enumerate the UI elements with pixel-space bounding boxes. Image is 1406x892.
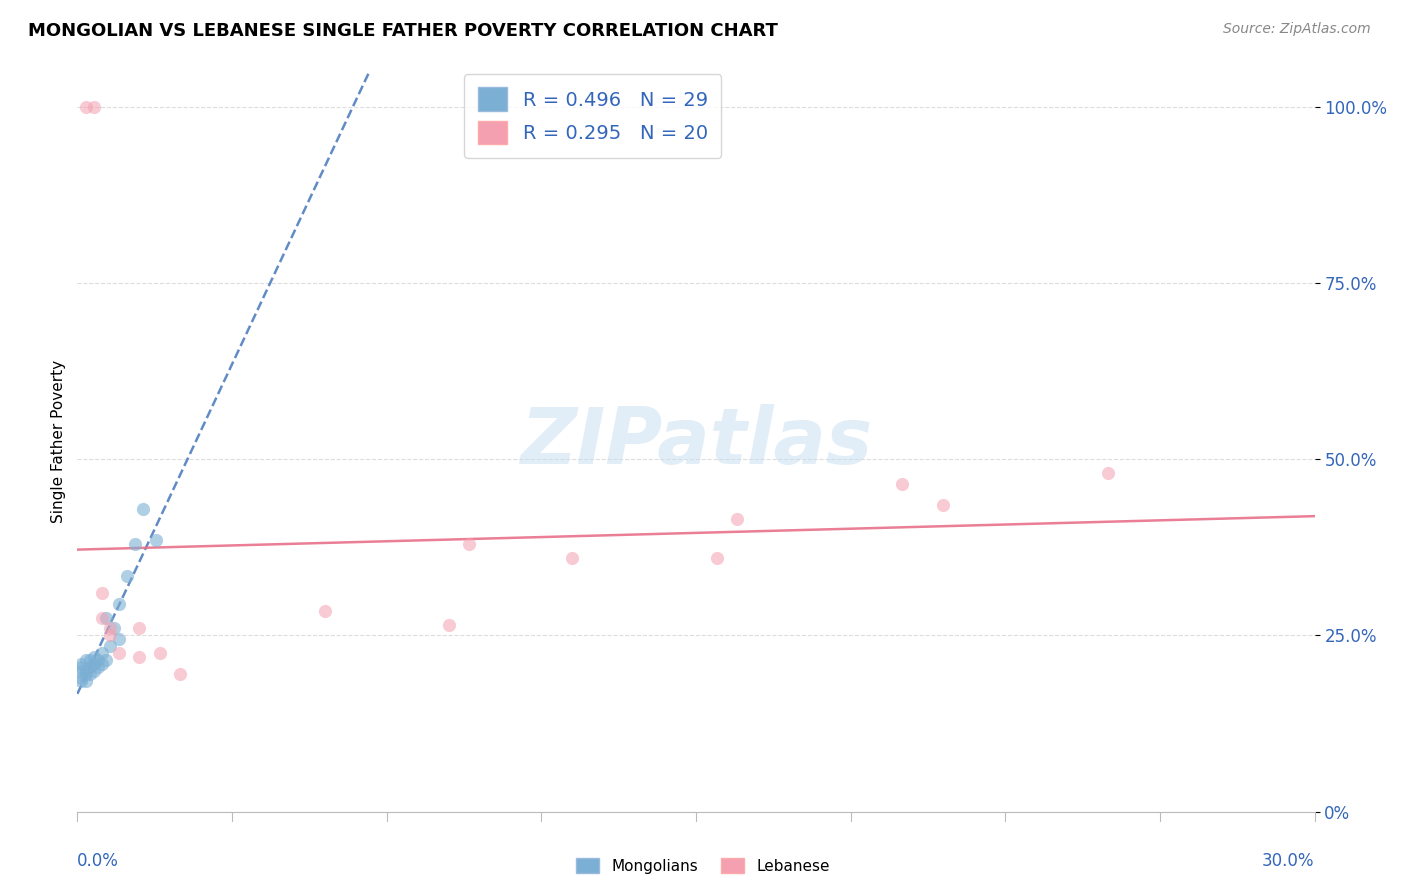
Point	[149, 646, 172, 660]
Point	[98, 628, 121, 642]
Point	[91, 611, 114, 625]
Y-axis label: Single Father Poverty: Single Father Poverty	[51, 360, 66, 523]
Point	[561, 550, 583, 565]
Point	[437, 618, 460, 632]
Point	[91, 646, 114, 660]
Point	[83, 100, 105, 114]
Point	[314, 604, 336, 618]
Text: Source: ZipAtlas.com: Source: ZipAtlas.com	[1223, 22, 1371, 37]
Point	[132, 501, 155, 516]
Point	[83, 649, 105, 664]
Point	[1097, 467, 1119, 481]
Point	[75, 664, 97, 678]
Point	[70, 674, 93, 689]
Point	[79, 667, 101, 681]
Point	[169, 667, 191, 681]
Point	[79, 653, 101, 667]
Point	[79, 660, 101, 674]
Point	[70, 660, 93, 674]
Point	[107, 597, 129, 611]
Point	[128, 649, 150, 664]
Point	[75, 667, 97, 681]
Text: MONGOLIAN VS LEBANESE SINGLE FATHER POVERTY CORRELATION CHART: MONGOLIAN VS LEBANESE SINGLE FATHER POVE…	[28, 22, 778, 40]
Text: 0.0%: 0.0%	[77, 853, 120, 871]
Legend: Mongolians, Lebanese: Mongolians, Lebanese	[571, 852, 835, 880]
Point	[115, 568, 138, 582]
Point	[107, 632, 129, 646]
Point	[83, 657, 105, 671]
Legend: R = 0.496   N = 29, R = 0.295   N = 20: R = 0.496 N = 29, R = 0.295 N = 20	[464, 74, 721, 158]
Point	[87, 653, 110, 667]
Point	[70, 664, 93, 678]
Point	[124, 537, 146, 551]
Point	[725, 512, 748, 526]
Point	[75, 100, 97, 114]
Point	[103, 621, 125, 635]
Point	[70, 657, 93, 671]
Point	[83, 664, 105, 678]
Point	[891, 476, 914, 491]
Point	[75, 653, 97, 667]
Point	[70, 671, 93, 685]
Point	[145, 533, 167, 548]
Point	[87, 660, 110, 674]
Point	[98, 639, 121, 653]
Point	[107, 646, 129, 660]
Point	[75, 674, 97, 689]
Point	[91, 586, 114, 600]
Point	[98, 621, 121, 635]
Point	[96, 653, 118, 667]
Point	[91, 657, 114, 671]
Point	[458, 537, 481, 551]
Text: 30.0%: 30.0%	[1263, 853, 1315, 871]
Point	[706, 550, 728, 565]
Text: ZIPatlas: ZIPatlas	[520, 403, 872, 480]
Point	[932, 498, 955, 512]
Point	[128, 621, 150, 635]
Point	[96, 611, 118, 625]
